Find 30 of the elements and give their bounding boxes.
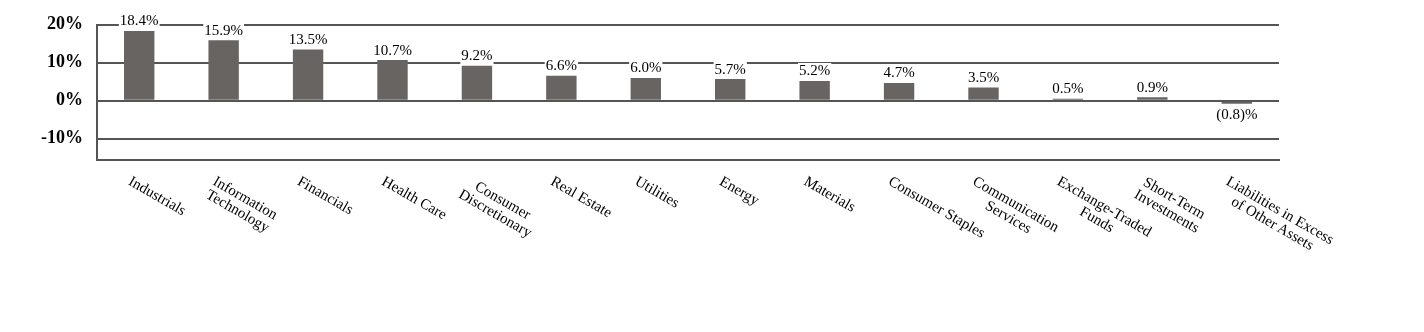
bar <box>377 60 408 100</box>
data-label: 10.7% <box>373 41 412 58</box>
bar <box>546 75 577 100</box>
y-tick-label: 0% <box>56 89 83 110</box>
bar <box>1137 97 1168 100</box>
data-label: (0.8)% <box>1216 106 1258 124</box>
bar <box>292 49 324 100</box>
data-label: 0.5% <box>1052 80 1084 97</box>
bar <box>1221 101 1252 104</box>
data-label: 6.0% <box>630 59 662 76</box>
bar <box>968 87 999 100</box>
bar <box>630 77 661 100</box>
data-label: 4.7% <box>883 64 915 81</box>
data-label: 3.5% <box>967 68 1000 85</box>
bar <box>208 40 239 100</box>
data-label: 9.2% <box>461 47 493 64</box>
data-label: 6.6% <box>545 57 577 74</box>
y-tick-label: 10% <box>47 51 83 72</box>
bar <box>799 81 830 100</box>
y-tick-label: 20% <box>47 13 83 34</box>
data-label: 5.2% <box>799 62 831 79</box>
bar <box>124 30 155 100</box>
data-label: 0.9% <box>1136 78 1168 95</box>
bar <box>883 82 915 100</box>
data-label: 5.7% <box>714 60 746 77</box>
y-tick-label: -10% <box>41 127 83 148</box>
bar <box>715 79 746 100</box>
data-label: 15.9% <box>204 21 244 38</box>
data-label: 18.4% <box>119 12 159 29</box>
data-label: 13.5% <box>288 30 328 47</box>
